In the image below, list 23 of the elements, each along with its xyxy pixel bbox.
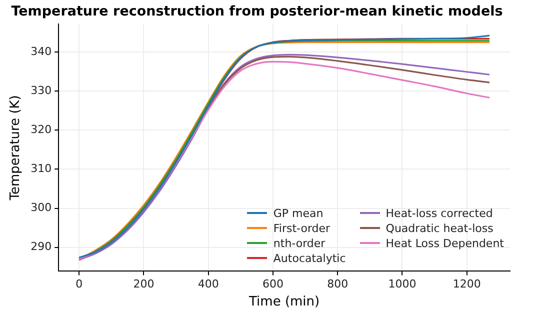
- x-tick-label: 200: [133, 278, 154, 291]
- x-tick-label: 400: [198, 278, 219, 291]
- legend-label: Heat-loss corrected: [386, 206, 493, 220]
- y-axis-title: Temperature (K): [8, 95, 24, 202]
- x-tick-label: 1000: [388, 278, 416, 291]
- legend-label: First-order: [273, 222, 330, 235]
- y-tick-label: 320: [30, 122, 52, 136]
- x-axis-title: Time (min): [248, 294, 320, 310]
- x-tick-label: 0: [76, 278, 83, 291]
- legend-label: Autocatalytic: [273, 252, 346, 265]
- chart-title: Temperature reconstruction from posterior-mean kinetic models: [11, 4, 503, 20]
- x-tick-label: 1200: [452, 278, 481, 291]
- y-tick-label: 310: [30, 162, 52, 176]
- y-tick-label: 300: [30, 201, 52, 214]
- x-tick-label: 600: [262, 278, 284, 291]
- y-tick-label: 290: [30, 240, 52, 254]
- legend-label: Quadratic heat-loss: [386, 222, 494, 235]
- legend-label: GP mean: [273, 206, 324, 220]
- x-tick-label: 800: [327, 278, 348, 291]
- legend-label: nth-order: [273, 236, 326, 250]
- legend-label: Heat Loss Dependent: [386, 236, 504, 250]
- y-tick-label: 330: [30, 84, 52, 97]
- y-tick-label: 340: [30, 44, 52, 58]
